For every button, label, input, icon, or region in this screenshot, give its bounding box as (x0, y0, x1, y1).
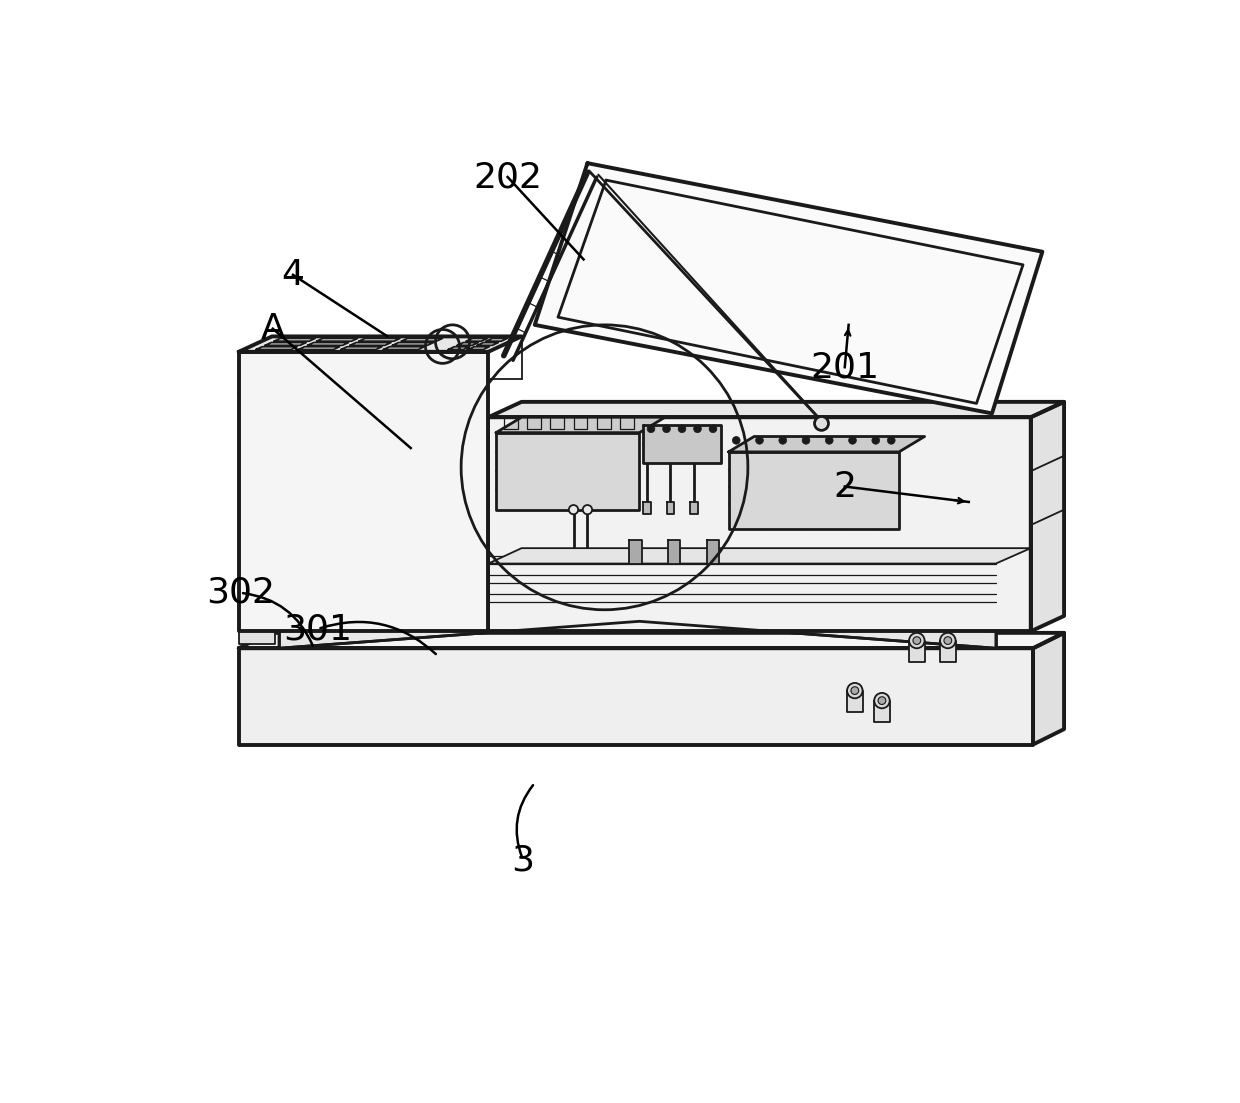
Polygon shape (729, 437, 925, 452)
Circle shape (878, 697, 885, 705)
Circle shape (909, 633, 925, 649)
FancyArrowPatch shape (320, 622, 435, 654)
Text: 3: 3 (512, 843, 534, 877)
Text: 201: 201 (810, 351, 879, 384)
Polygon shape (496, 432, 640, 510)
Polygon shape (874, 700, 890, 722)
Circle shape (944, 636, 952, 644)
Text: 302: 302 (206, 576, 275, 610)
Polygon shape (238, 352, 489, 631)
Polygon shape (279, 606, 996, 649)
Polygon shape (238, 336, 522, 352)
Polygon shape (667, 502, 675, 514)
Polygon shape (707, 540, 719, 564)
Polygon shape (489, 417, 1030, 631)
Circle shape (847, 683, 863, 698)
Circle shape (888, 437, 895, 445)
Circle shape (802, 437, 810, 445)
Polygon shape (909, 641, 925, 662)
Circle shape (940, 633, 956, 649)
Text: 301: 301 (283, 612, 352, 646)
Circle shape (851, 687, 858, 695)
Circle shape (874, 693, 890, 708)
Polygon shape (238, 631, 275, 644)
Polygon shape (668, 540, 681, 564)
Polygon shape (489, 548, 1030, 564)
Circle shape (662, 425, 671, 432)
Circle shape (709, 425, 717, 432)
Polygon shape (534, 163, 1043, 414)
Polygon shape (689, 502, 697, 514)
Text: A: A (260, 312, 285, 345)
Polygon shape (940, 641, 956, 662)
Circle shape (848, 437, 857, 445)
Polygon shape (238, 633, 1064, 649)
Polygon shape (847, 690, 863, 713)
FancyArrowPatch shape (517, 785, 533, 857)
Circle shape (779, 437, 786, 445)
Polygon shape (729, 452, 899, 529)
Polygon shape (238, 649, 1033, 745)
Circle shape (815, 417, 828, 430)
Circle shape (583, 505, 593, 514)
Circle shape (872, 437, 879, 445)
Polygon shape (644, 502, 651, 514)
Circle shape (733, 437, 740, 445)
Circle shape (826, 437, 833, 445)
FancyArrowPatch shape (243, 593, 312, 645)
Polygon shape (489, 401, 1064, 417)
Text: 4: 4 (281, 258, 305, 292)
Polygon shape (496, 417, 665, 432)
Circle shape (755, 437, 764, 445)
Text: 202: 202 (474, 160, 542, 194)
Circle shape (693, 425, 702, 432)
Polygon shape (629, 540, 642, 564)
Text: 2: 2 (833, 470, 857, 504)
Circle shape (678, 425, 686, 432)
Polygon shape (1030, 401, 1064, 631)
Circle shape (569, 505, 578, 514)
Circle shape (647, 425, 655, 432)
Polygon shape (1033, 633, 1064, 745)
Circle shape (913, 636, 920, 644)
Polygon shape (644, 425, 720, 463)
